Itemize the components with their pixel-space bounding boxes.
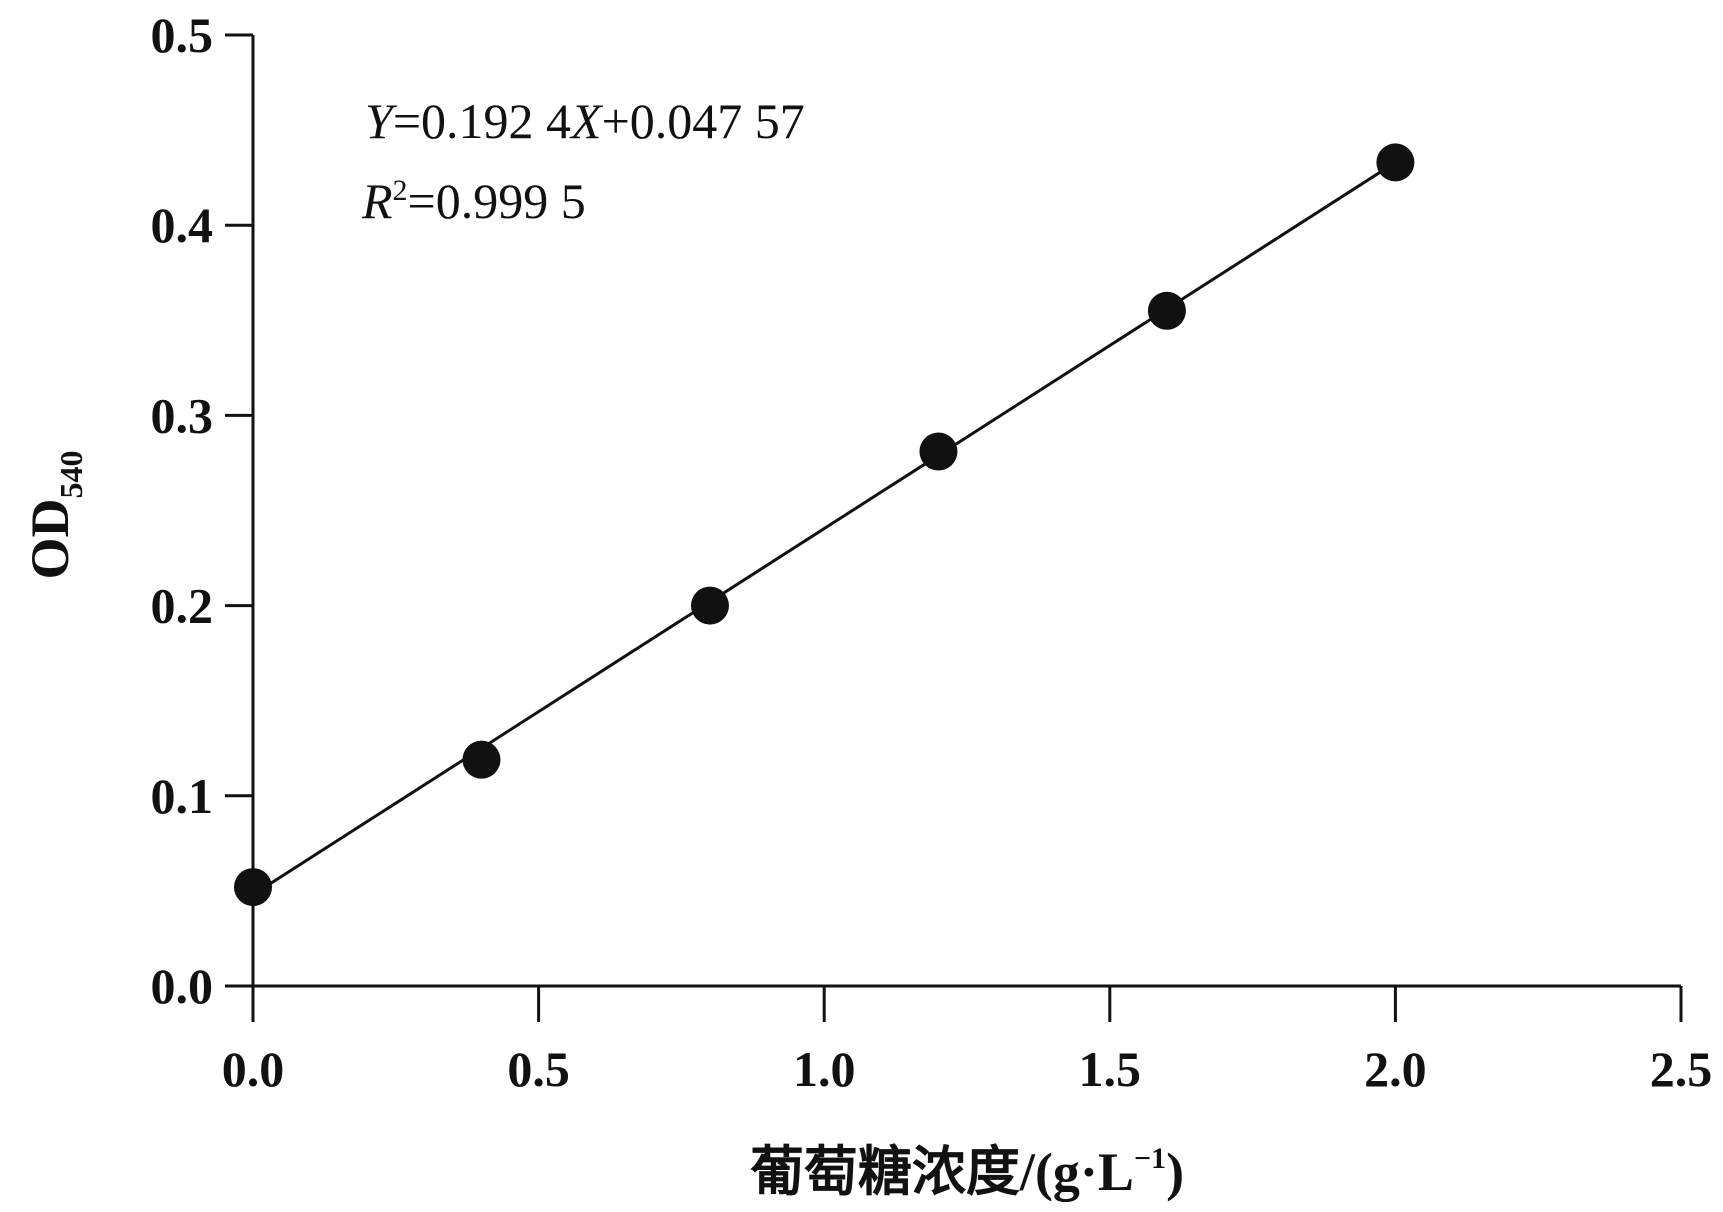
y-tick-label: 0.1	[151, 768, 214, 824]
x-tick-label: 2.0	[1364, 1041, 1427, 1097]
data-point	[919, 432, 958, 471]
r-part: 2	[393, 174, 408, 207]
r-part: =0.999 5	[408, 173, 586, 229]
data-point	[690, 586, 729, 625]
x-tick-label: 0.0	[222, 1041, 285, 1097]
x-axis-label: 葡萄糖浓度/(g·L−1)	[750, 1142, 1184, 1202]
xlabel-part: −1	[1134, 1142, 1166, 1175]
x-tick-label: 0.5	[507, 1041, 570, 1097]
ylabel-part: 540	[53, 451, 89, 499]
xlabel-part: )	[1166, 1142, 1184, 1202]
x-tick-label: 1.0	[793, 1041, 856, 1097]
eq-part: X	[569, 93, 604, 149]
eq-part: +0.047 57	[602, 93, 805, 149]
eq-part: Y	[365, 93, 398, 149]
data-point	[462, 740, 501, 779]
y-tick-label: 0.0	[151, 958, 214, 1014]
equation: Y=0.192 4X+0.047 57	[365, 93, 805, 149]
r-squared: R2=0.999 5	[361, 173, 586, 229]
y-axis-label: OD540	[20, 451, 89, 580]
xlabel-part: 葡萄糖浓度/(g·L	[750, 1142, 1134, 1202]
data-point	[1147, 291, 1186, 330]
data-point	[234, 868, 272, 907]
data-point	[1376, 143, 1415, 182]
eq-part: =0.192 4	[393, 93, 571, 149]
ylabel-part: OD	[20, 499, 80, 580]
r-part: R	[361, 173, 393, 229]
y-tick-label: 0.4	[151, 197, 214, 253]
y-tick-label: 0.5	[151, 7, 214, 63]
trendline	[252, 161, 1397, 896]
x-tick-label: 2.5	[1650, 1041, 1713, 1097]
y-tick-label: 0.3	[151, 387, 214, 443]
x-tick-label: 1.5	[1079, 1041, 1142, 1097]
y-tick-label: 0.2	[151, 578, 214, 634]
